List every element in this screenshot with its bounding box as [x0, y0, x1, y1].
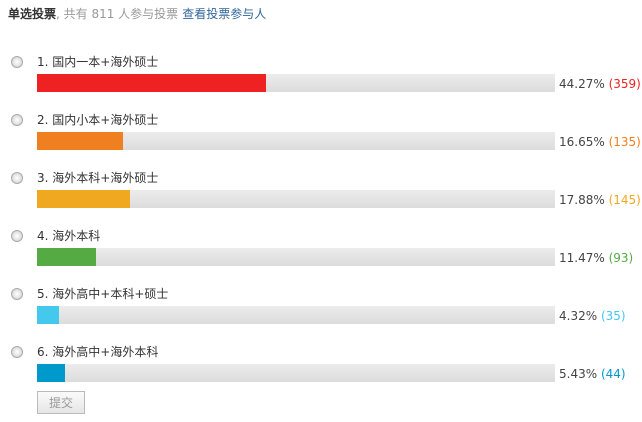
result-bar-fill	[37, 364, 66, 382]
result-bar	[37, 132, 555, 150]
submit-button[interactable]: 提交	[37, 391, 85, 414]
option-radio[interactable]	[11, 288, 23, 300]
result-percent: 5.43%	[559, 367, 598, 381]
poll-summary: , 共有 811 人参与投票	[56, 7, 179, 21]
option-label: 3. 海外本科+海外硕士	[37, 171, 159, 185]
result-bar-fill	[37, 74, 267, 92]
result-bar	[37, 248, 555, 266]
poll-type: 单选投票	[8, 7, 57, 21]
option-radio[interactable]	[11, 346, 23, 358]
result-text: 4.32% (35)	[559, 309, 626, 323]
poll-option: 6. 海外高中+海外本科 5.43% (44)	[0, 342, 642, 400]
result-bar-fill	[37, 248, 97, 266]
result-text: 44.27% (359)	[559, 77, 641, 91]
poll-option: 5. 海外高中+本科+硕士 4.32% (35)	[0, 284, 642, 342]
option-radio[interactable]	[11, 172, 23, 184]
result-text: 17.88% (145)	[559, 193, 641, 207]
result-bar	[37, 190, 555, 208]
result-bar-fill	[37, 190, 130, 208]
view-voters-link[interactable]: 查看投票参与人	[182, 7, 267, 21]
option-radio[interactable]	[11, 114, 23, 126]
result-percent: 44.27%	[559, 77, 605, 91]
result-text: 11.47% (93)	[559, 251, 633, 265]
option-label: 5. 海外高中+本科+硕士	[37, 287, 169, 301]
result-bar	[37, 74, 555, 92]
result-bar	[37, 306, 555, 324]
option-label: 2. 国内小本+海外硕士	[37, 113, 159, 127]
poll-option: 2. 国内小本+海外硕士 16.65% (135)	[0, 110, 642, 168]
result-bar-fill	[37, 306, 60, 324]
result-bar-fill	[37, 132, 124, 150]
result-percent: 11.47%	[559, 251, 605, 265]
result-count: (44)	[600, 367, 626, 381]
result-count: (135)	[608, 135, 641, 149]
option-radio[interactable]	[11, 230, 23, 242]
result-bar	[37, 364, 555, 382]
result-percent: 4.32%	[559, 309, 598, 323]
result-count: (93)	[608, 251, 634, 265]
poll-option: 1. 国内一本+海外硕士 44.27% (359)	[0, 52, 642, 110]
option-label: 4. 海外本科	[37, 229, 101, 243]
result-text: 5.43% (44)	[559, 367, 626, 381]
poll-option: 4. 海外本科 11.47% (93)	[0, 226, 642, 284]
result-count: (359)	[608, 77, 641, 91]
result-text: 16.65% (135)	[559, 135, 641, 149]
result-count: (35)	[600, 309, 626, 323]
option-label: 6. 海外高中+海外本科	[37, 345, 159, 359]
poll-header: 单选投票, 共有 811 人参与投票 查看投票参与人	[8, 5, 266, 22]
result-count: (145)	[608, 193, 641, 207]
poll-option: 3. 海外本科+海外硕士 17.88% (145)	[0, 168, 642, 226]
result-percent: 16.65%	[559, 135, 605, 149]
option-label: 1. 国内一本+海外硕士	[37, 55, 159, 69]
option-radio[interactable]	[11, 56, 23, 68]
result-percent: 17.88%	[559, 193, 605, 207]
